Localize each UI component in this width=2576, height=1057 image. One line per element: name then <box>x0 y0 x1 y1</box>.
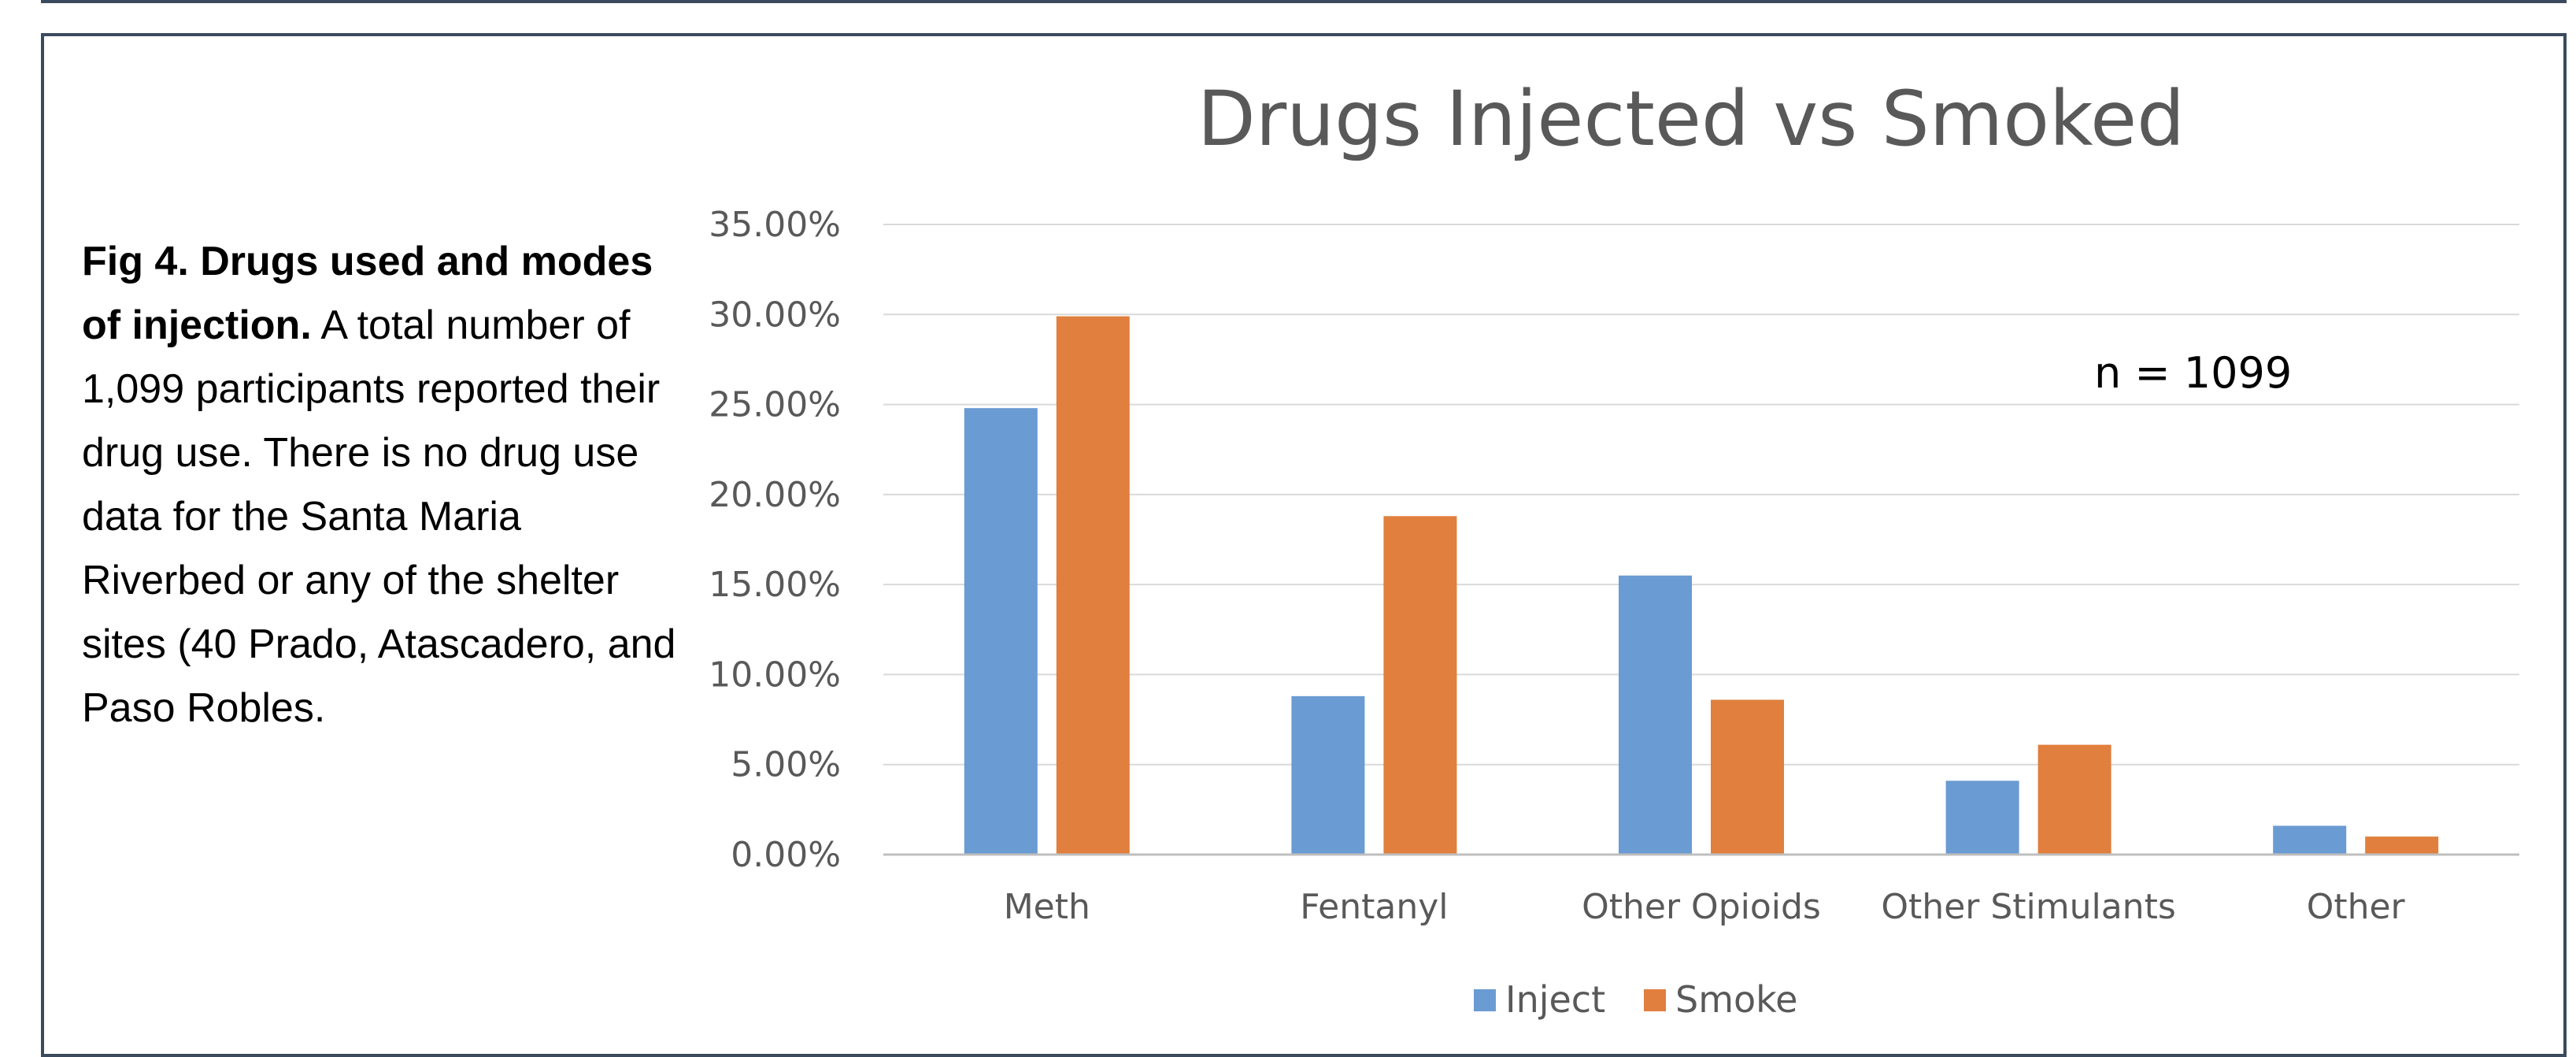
figure-caption: Fig 4. Drugs used and modes of injection… <box>82 230 688 740</box>
y-tick-label: 5.00% <box>731 745 841 785</box>
x-category-label: Other Opioids <box>1582 887 1821 927</box>
bar-smoke-fentanyl <box>1383 516 1457 855</box>
bars <box>964 316 2439 855</box>
top-panel-border <box>41 0 2567 3</box>
gridlines <box>883 224 2519 766</box>
bar-smoke-other <box>2365 836 2439 855</box>
bar-smoke-other-stimulants <box>2037 744 2112 855</box>
y-tick-label: 35.00% <box>709 205 841 245</box>
chart-title: Drugs Injected vs Smoked <box>1197 75 2185 163</box>
bar-chart: Drugs Injected vs Smoked 0.00% 5.00% 10.00… <box>709 75 2519 1021</box>
bar-inject-meth <box>964 408 1038 855</box>
bar-inject-other-stimulants <box>1945 781 2019 855</box>
y-tick-label: 30.00% <box>709 295 841 335</box>
bar-inject-other-opioids <box>1619 575 1692 855</box>
x-category-label: Other <box>2307 887 2406 927</box>
x-category-label: Other Stimulants <box>1881 887 2175 927</box>
legend: Inject Smoke <box>1474 978 1797 1021</box>
y-tick-label: 20.00% <box>709 475 841 515</box>
y-axis-ticks: 0.00% 5.00% 10.00% 15.00% 20.00% 25.00% 30.00%… <box>709 205 841 875</box>
y-tick-label: 10.00% <box>709 655 841 695</box>
legend-label-inject: Inject <box>1505 978 1605 1021</box>
caption-heading: Fig 4. Drugs used and modes of injection… <box>82 239 653 348</box>
legend-label-smoke: Smoke <box>1675 978 1797 1021</box>
bar-inject-fentanyl <box>1291 695 1365 855</box>
x-category-label: Meth <box>1004 887 1090 927</box>
legend-swatch-inject <box>1474 989 1496 1011</box>
y-tick-label: 25.00% <box>709 385 841 425</box>
x-axis-categories: Meth Fentanyl Other Opioids Other Stimulant… <box>1004 887 2406 927</box>
y-tick-label: 0.00% <box>731 835 841 875</box>
sample-size-annotation: n = 1099 <box>2094 348 2292 398</box>
caption-body: A total number of 1,099 participants rep… <box>82 302 676 731</box>
y-tick-label: 15.00% <box>709 565 841 605</box>
bar-inject-other <box>2273 825 2347 855</box>
x-category-label: Fentanyl <box>1300 887 1448 927</box>
bar-smoke-other-opioids <box>1711 699 1784 855</box>
legend-swatch-smoke <box>1644 989 1666 1011</box>
bar-smoke-meth <box>1056 316 1130 855</box>
